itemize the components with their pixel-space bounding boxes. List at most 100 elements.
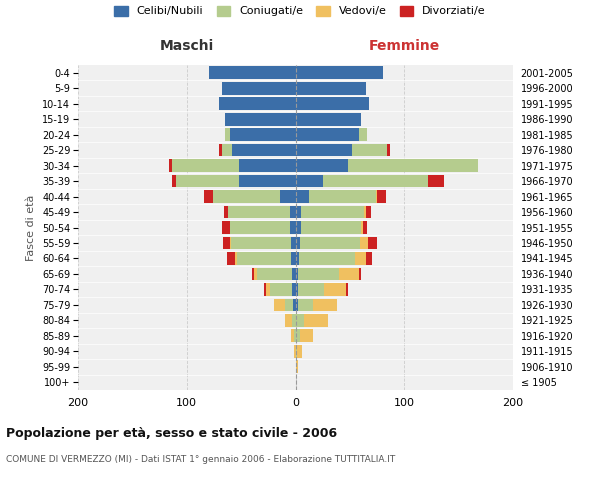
Bar — [296, 360, 298, 373]
Bar — [296, 268, 298, 280]
Bar — [213, 190, 280, 203]
Bar — [300, 330, 313, 342]
Bar — [295, 345, 296, 358]
Bar — [235, 252, 237, 265]
Bar — [352, 144, 387, 156]
Bar — [359, 128, 367, 141]
Bar — [324, 283, 346, 296]
Bar — [376, 190, 377, 203]
Y-axis label: Fasce di età: Fasce di età — [26, 194, 37, 260]
Bar — [292, 283, 296, 296]
Bar — [296, 330, 300, 342]
Bar — [225, 128, 230, 141]
Bar — [296, 159, 348, 172]
Bar — [169, 159, 172, 172]
Bar — [290, 221, 296, 234]
Bar — [291, 330, 295, 342]
Bar — [237, 252, 291, 265]
Text: Popolazione per età, sesso e stato civile - 2006: Popolazione per età, sesso e stato civil… — [6, 428, 337, 440]
Bar — [323, 174, 428, 188]
Bar — [339, 268, 359, 280]
Bar — [364, 206, 366, 218]
Bar — [296, 236, 300, 250]
Bar — [296, 221, 301, 234]
Bar — [257, 268, 292, 280]
Bar — [176, 174, 239, 188]
Text: Maschi: Maschi — [160, 38, 214, 52]
Bar — [209, 66, 296, 79]
Bar — [428, 174, 445, 188]
Bar — [284, 314, 292, 326]
Bar — [280, 190, 296, 203]
Bar — [296, 128, 359, 141]
Bar — [296, 345, 302, 358]
Bar — [274, 298, 284, 311]
Bar — [172, 159, 239, 172]
Bar — [232, 144, 296, 156]
Bar — [296, 190, 308, 203]
Bar — [298, 268, 339, 280]
Bar — [296, 66, 383, 79]
Bar — [296, 113, 361, 126]
Bar — [264, 283, 266, 296]
Bar — [387, 144, 390, 156]
Bar — [359, 268, 361, 280]
Bar — [271, 283, 292, 296]
Bar — [296, 144, 352, 156]
Bar — [296, 252, 299, 265]
Bar — [361, 221, 363, 234]
Bar — [301, 221, 361, 234]
Bar — [298, 298, 313, 311]
Bar — [230, 236, 232, 250]
Bar — [368, 236, 377, 250]
Bar — [296, 283, 298, 296]
Bar — [239, 159, 296, 172]
Bar — [228, 206, 290, 218]
Bar — [296, 298, 298, 311]
Bar — [254, 268, 257, 280]
Bar — [221, 221, 230, 234]
Bar — [296, 206, 301, 218]
Bar — [346, 283, 348, 296]
Bar — [224, 206, 228, 218]
Bar — [223, 236, 230, 250]
Bar — [377, 190, 386, 203]
Bar — [220, 98, 296, 110]
Bar — [230, 128, 296, 141]
Bar — [230, 221, 290, 234]
Bar — [298, 283, 324, 296]
Bar — [221, 82, 296, 94]
Bar — [296, 314, 304, 326]
Bar — [296, 82, 366, 94]
Bar — [239, 174, 296, 188]
Text: COMUNE DI VERMEZZO (MI) - Dati ISTAT 1° gennaio 2006 - Elaborazione TUTTITALIA.I: COMUNE DI VERMEZZO (MI) - Dati ISTAT 1° … — [6, 455, 395, 464]
Bar — [252, 268, 254, 280]
Bar — [301, 206, 364, 218]
Bar — [291, 236, 296, 250]
Bar — [300, 236, 359, 250]
Bar — [292, 268, 296, 280]
Bar — [296, 174, 323, 188]
Bar — [232, 236, 291, 250]
Bar — [221, 144, 232, 156]
Bar — [284, 298, 293, 311]
Bar — [366, 252, 371, 265]
Bar — [299, 252, 355, 265]
Bar — [296, 98, 370, 110]
Legend: Celibi/Nubili, Coniugati/e, Vedovi/e, Divorziati/e: Celibi/Nubili, Coniugati/e, Vedovi/e, Di… — [115, 6, 485, 16]
Bar — [366, 206, 371, 218]
Bar — [293, 298, 296, 311]
Bar — [304, 314, 328, 326]
Bar — [266, 283, 271, 296]
Bar — [295, 330, 296, 342]
Bar — [291, 252, 296, 265]
Bar — [355, 252, 366, 265]
Bar — [308, 190, 376, 203]
Bar — [313, 298, 337, 311]
Bar — [227, 252, 235, 265]
Bar — [348, 159, 478, 172]
Bar — [363, 221, 367, 234]
Bar — [290, 206, 296, 218]
Bar — [172, 174, 176, 188]
Bar — [359, 236, 368, 250]
